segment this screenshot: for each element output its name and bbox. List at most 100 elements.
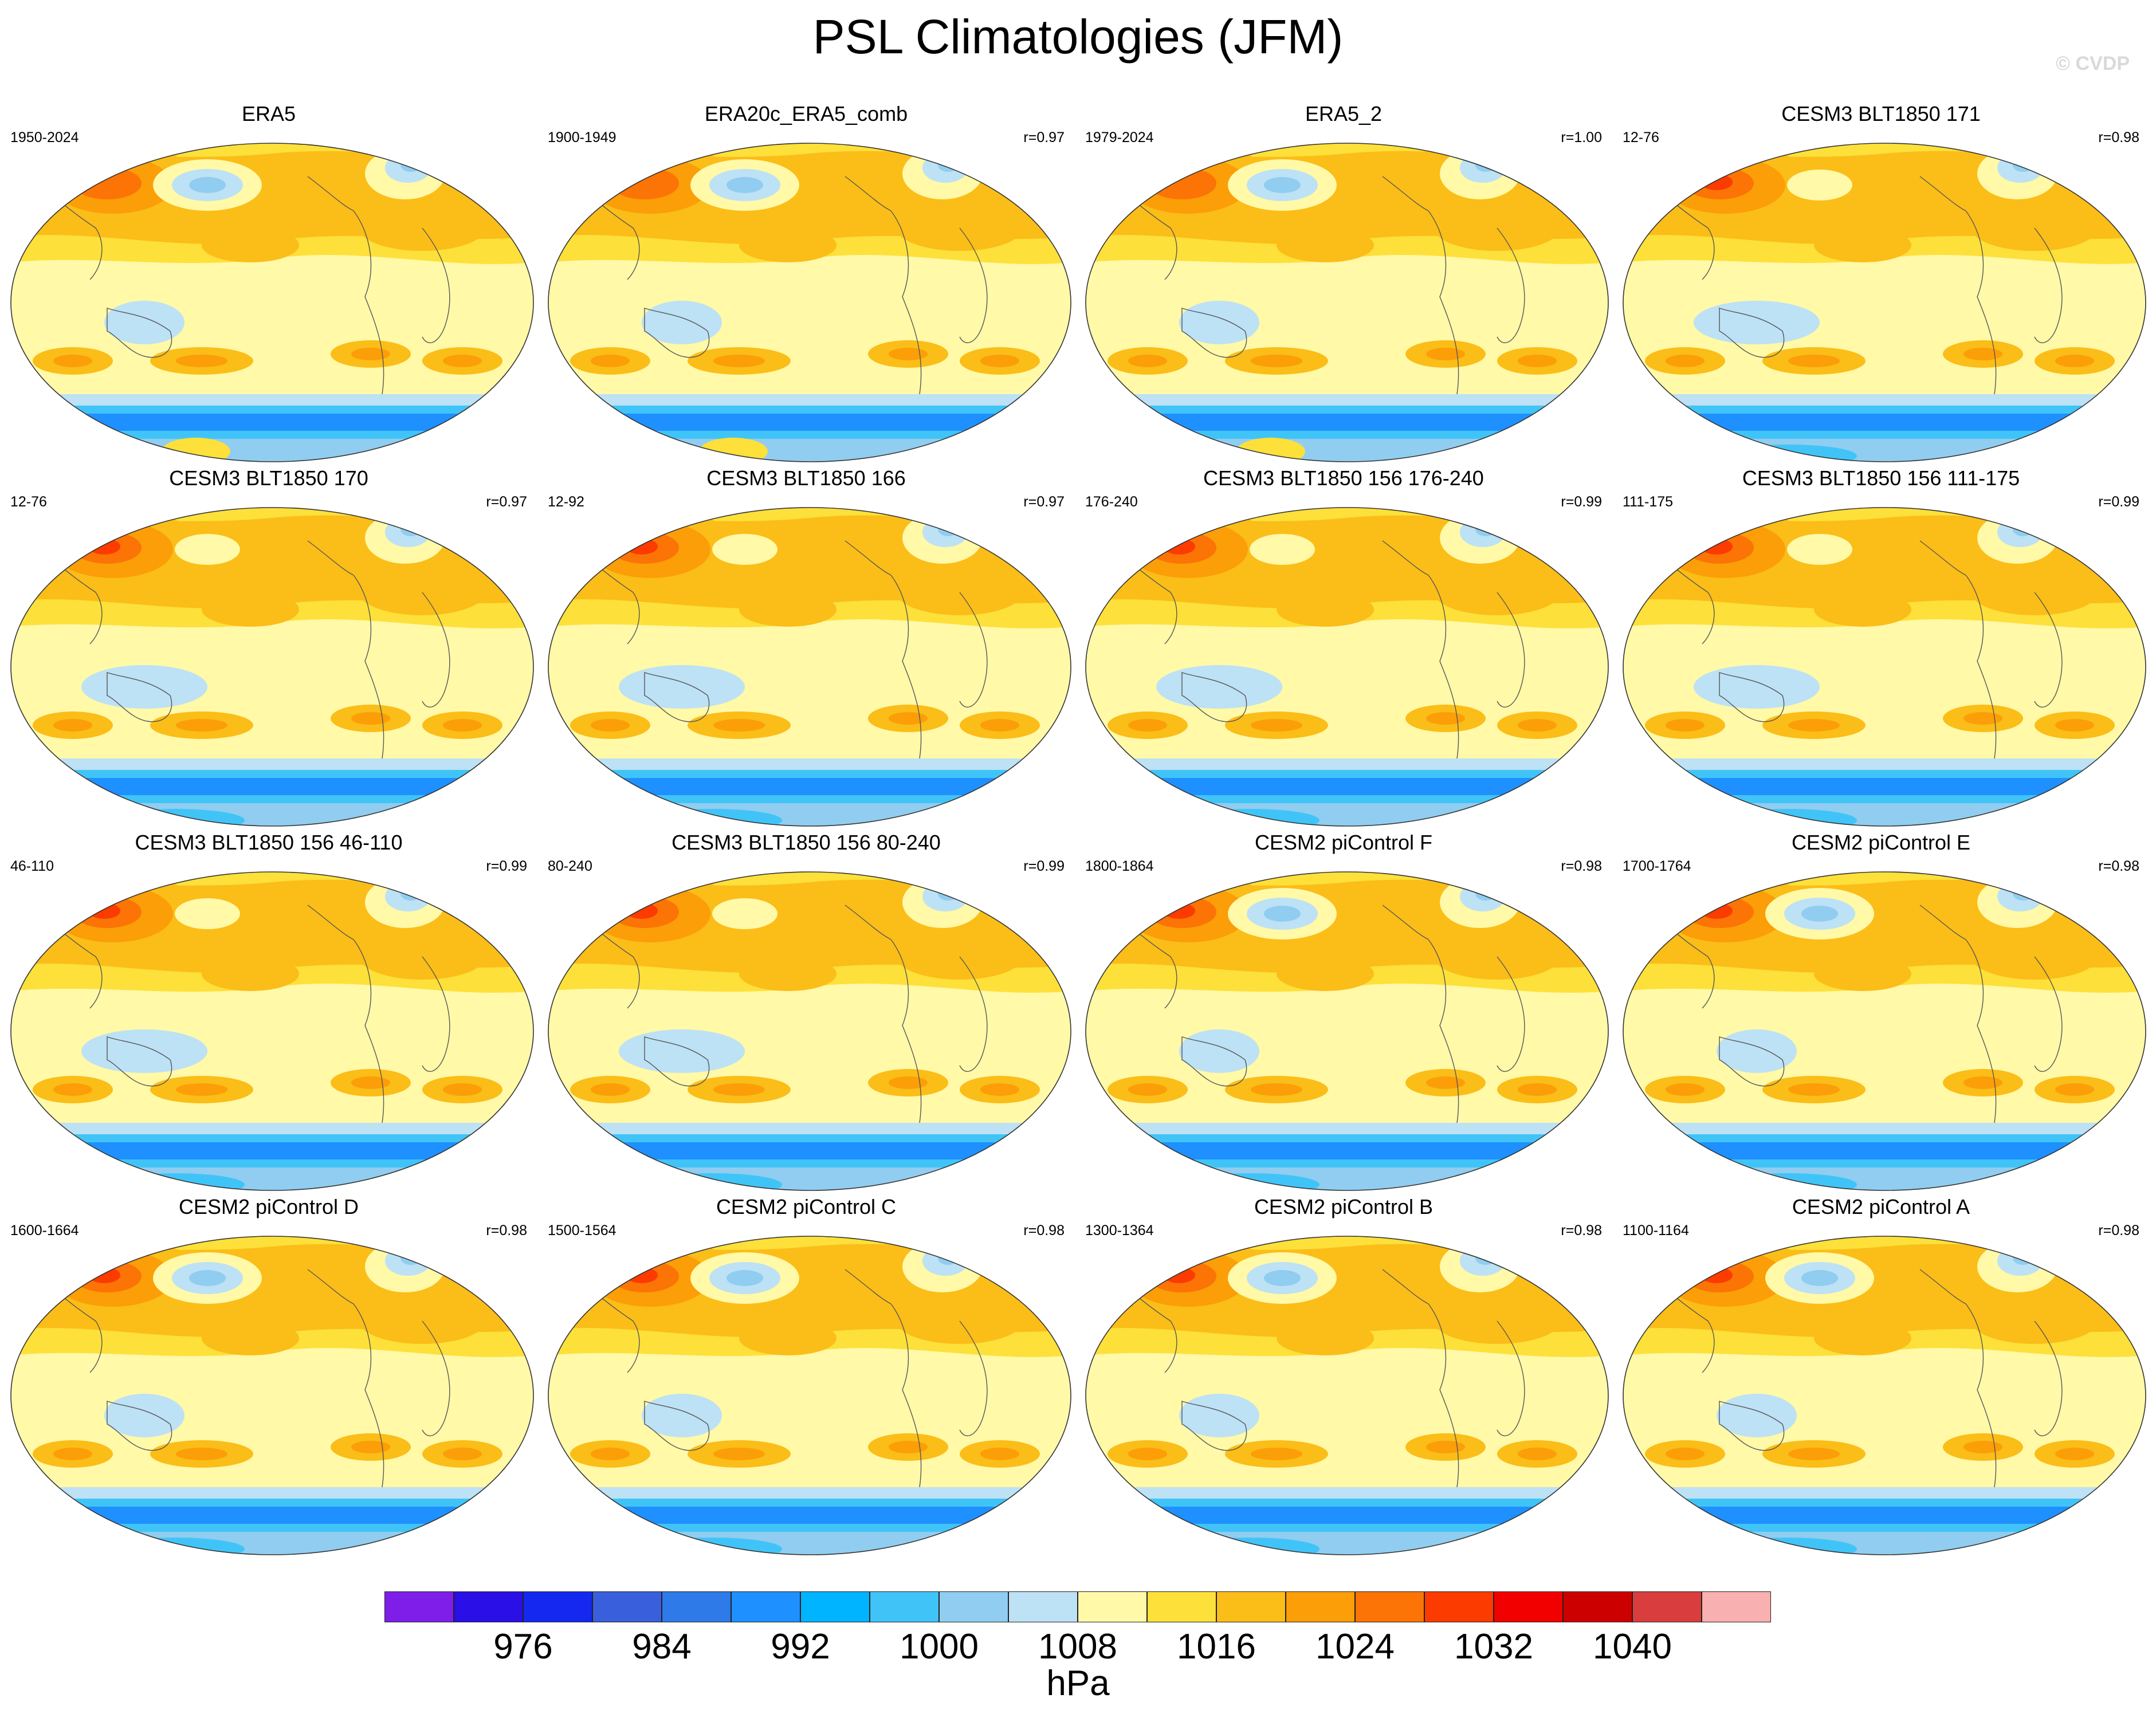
colorbar-swatch [800,1591,870,1622]
colorbar-swatch [1424,1591,1494,1622]
colorbar-swatch [1147,1591,1216,1622]
colorbar-tick-label: 1040 [1593,1627,1672,1666]
colorbar-swatch [1702,1591,1771,1622]
map-panel: ERA20c_ERA5_comb 1900-1949 r=0.97 [537,101,1075,467]
panel-title: CESM3 BLT1850 156 80-240 [671,831,941,854]
map-panel: CESM2 piControl D 1600-1664 r=0.98 [0,1194,537,1560]
psl-map [1623,507,2146,827]
map-panel: CESM2 piControl A 1100-1164 r=0.98 [1612,1194,2150,1560]
colorbar-swatch [662,1591,731,1622]
panel-year-range: 12-76 [1623,129,1659,146]
colorbar-tick-label: 984 [632,1627,692,1666]
panel-pattern-correlation: r=0.99 [1561,494,1602,510]
psl-map [548,143,1071,462]
map-border [1623,143,2146,462]
colorbar-tick-label: 1016 [1177,1627,1256,1666]
panel-pattern-correlation: r=0.98 [2098,1222,2139,1239]
coastline-outlines [1107,1269,1525,1488]
panel-pattern-correlation: r=0.98 [486,1222,527,1239]
psl-map [548,507,1071,827]
map-panel: CESM3 BLT1850 171 12-76 r=0.98 [1612,101,2150,467]
psl-map [10,143,534,462]
map-border [10,1236,534,1555]
psl-contour-field [1086,143,1608,462]
map-panel: CESM2 piControl E 1700-1764 r=0.98 [1612,830,2150,1196]
psl-map [548,871,1071,1191]
psl-contour-field [548,143,1071,462]
panel-pattern-correlation: r=0.97 [1023,494,1065,510]
colorbar-swatch [1494,1591,1563,1622]
colorbar-unit-label: hPa [1046,1664,1110,1703]
psl-contour-field [548,1236,1071,1555]
panel-year-range: 12-92 [548,494,584,510]
panel-title: CESM3 BLT1850 156 46-110 [135,831,403,854]
panel-title: CESM2 piControl D [178,1195,359,1218]
colorbar-tick-label: 976 [493,1627,553,1666]
map-panel: CESM3 BLT1850 156 46-110 46-110 r=0.99 [0,830,537,1196]
psl-map [10,871,534,1191]
map-panel-grid: ERA5 1950-2024 ERA20c_ERA5_comb 1900-194… [0,101,2150,1560]
map-panel: CESM3 BLT1850 170 12-76 r=0.97 [0,465,537,832]
panel-year-range: 80-240 [548,858,592,874]
map-panel: CESM3 BLT1850 166 12-92 r=0.97 [537,465,1075,832]
cvdp-watermark: © CVDP [2056,53,2130,74]
panel-year-range: 1600-1664 [10,1222,79,1239]
psl-contour-field [1623,508,2146,826]
psl-map [1085,507,1609,827]
map-panel: ERA5 1950-2024 [0,101,537,467]
psl-map [10,1236,534,1555]
psl-map [1085,1236,1609,1555]
colorbar-swatch [384,1591,454,1622]
panel-title: CESM3 BLT1850 166 [706,466,906,490]
panel-title: CESM2 piControl A [1792,1195,1970,1218]
psl-contour-field [1086,508,1608,826]
panel-title: CESM2 piControl C [716,1195,897,1218]
colorbar-swatch [1632,1591,1702,1622]
panel-year-range: 111-175 [1623,494,1674,510]
map-border [10,871,534,1191]
map-border [1085,143,1609,462]
panel-year-range: 1979-2024 [1085,129,1154,146]
panel-title: CESM3 BLT1850 156 111-175 [1742,466,2020,490]
panel-title: CESM2 piControl F [1254,831,1433,854]
panel-pattern-correlation: r=0.98 [1561,1222,1602,1239]
colorbar [384,1591,1771,1623]
map-panel: CESM2 piControl F 1800-1864 r=0.98 [1075,830,1612,1196]
panel-pattern-correlation: r=0.98 [1023,1222,1065,1239]
map-panel: CESM3 BLT1850 156 80-240 80-240 r=0.99 [537,830,1075,1196]
map-panel: CESM3 BLT1850 156 176-240 176-240 r=0.99 [1075,465,1612,832]
map-border [1623,1236,2146,1555]
colorbar-swatch [1216,1591,1286,1622]
psl-contour-field [11,508,533,826]
colorbar-swatch [939,1591,1008,1622]
colorbar-swatch [870,1591,939,1622]
panel-pattern-correlation: r=0.98 [2098,129,2139,146]
colorbar-swatch [592,1591,662,1622]
panel-year-range: 12-76 [10,494,47,510]
panel-year-range: 1900-1949 [548,129,616,146]
panel-year-range: 1950-2024 [10,129,79,146]
panel-pattern-correlation: r=1.00 [1561,129,1602,146]
map-panel: CESM2 piControl B 1300-1364 r=0.98 [1075,1194,1612,1560]
panel-year-range: 1800-1864 [1085,858,1154,874]
psl-contour-field [1086,1236,1608,1555]
map-panel: CESM2 piControl C 1500-1564 r=0.98 [537,1194,1075,1560]
colorbar-swatch [1008,1591,1078,1622]
psl-contour-field [548,508,1071,826]
colorbar-tick-label: 1008 [1038,1627,1117,1666]
panel-title: CESM2 piControl B [1254,1195,1434,1218]
map-border [548,143,1071,462]
map-border [1623,871,2146,1191]
panel-pattern-correlation: r=0.98 [2098,858,2139,874]
psl-contour-field [1623,143,2146,462]
panel-title: CESM2 piControl E [1791,831,1971,854]
map-border [1085,871,1609,1191]
psl-map [548,1236,1071,1555]
panel-title: ERA20c_ERA5_comb [704,102,908,125]
panel-title: ERA5_2 [1305,102,1383,125]
coastline-outlines [570,1269,988,1488]
psl-contour-field [1086,872,1608,1190]
map-panel: ERA5_2 1979-2024 r=1.00 [1075,101,1612,467]
panel-title: CESM3 BLT1850 171 [1781,102,1981,125]
map-border [1085,1236,1609,1555]
